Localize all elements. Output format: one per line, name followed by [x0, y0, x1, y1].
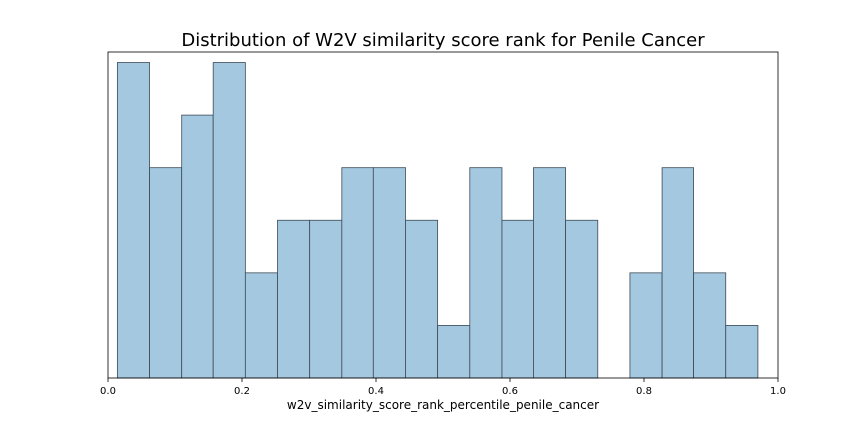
histogram-bar-16 — [629, 272, 663, 379]
histogram-bar-6 — [309, 219, 343, 379]
histogram-bar-19 — [725, 325, 759, 379]
histogram-bar-4 — [244, 272, 278, 379]
histogram-bar-9 — [405, 219, 439, 379]
histogram-bar-10 — [437, 325, 471, 379]
chart-title: Distribution of W2V similarity score ran… — [181, 30, 705, 51]
bars-layer — [116, 62, 759, 379]
histogram-bar-1 — [149, 167, 183, 379]
histogram-bar-8 — [372, 167, 406, 379]
histogram-bar-0 — [116, 62, 150, 379]
histogram-bar-18 — [693, 272, 727, 379]
histogram-bar-2 — [181, 114, 214, 379]
histogram-bar-14 — [565, 219, 599, 379]
plot-frame — [107, 51, 779, 379]
histogram-bar-12 — [501, 219, 534, 379]
x-tick-label-0: 0.0 — [100, 386, 116, 397]
x-tick-label-1: 0.2 — [234, 386, 250, 397]
x-tick-label-5: 1.0 — [770, 386, 786, 397]
x-tick-label-2: 0.4 — [368, 386, 384, 397]
histogram-bar-13 — [533, 167, 567, 379]
x-tick-label-3: 0.6 — [502, 386, 518, 397]
x-tick-label-4: 0.8 — [636, 386, 652, 397]
histogram-bar-5 — [277, 219, 311, 379]
histogram-bar-7 — [341, 167, 374, 379]
histogram-bar-17 — [661, 167, 694, 379]
histogram-bar-3 — [212, 62, 246, 379]
x-axis-label: w2v_similarity_score_rank_percentile_pen… — [287, 398, 599, 412]
histogram-bar-11 — [469, 167, 503, 379]
x-axis-ticks: 0.0 0.2 0.4 0.6 0.8 1.0 — [100, 378, 786, 397]
